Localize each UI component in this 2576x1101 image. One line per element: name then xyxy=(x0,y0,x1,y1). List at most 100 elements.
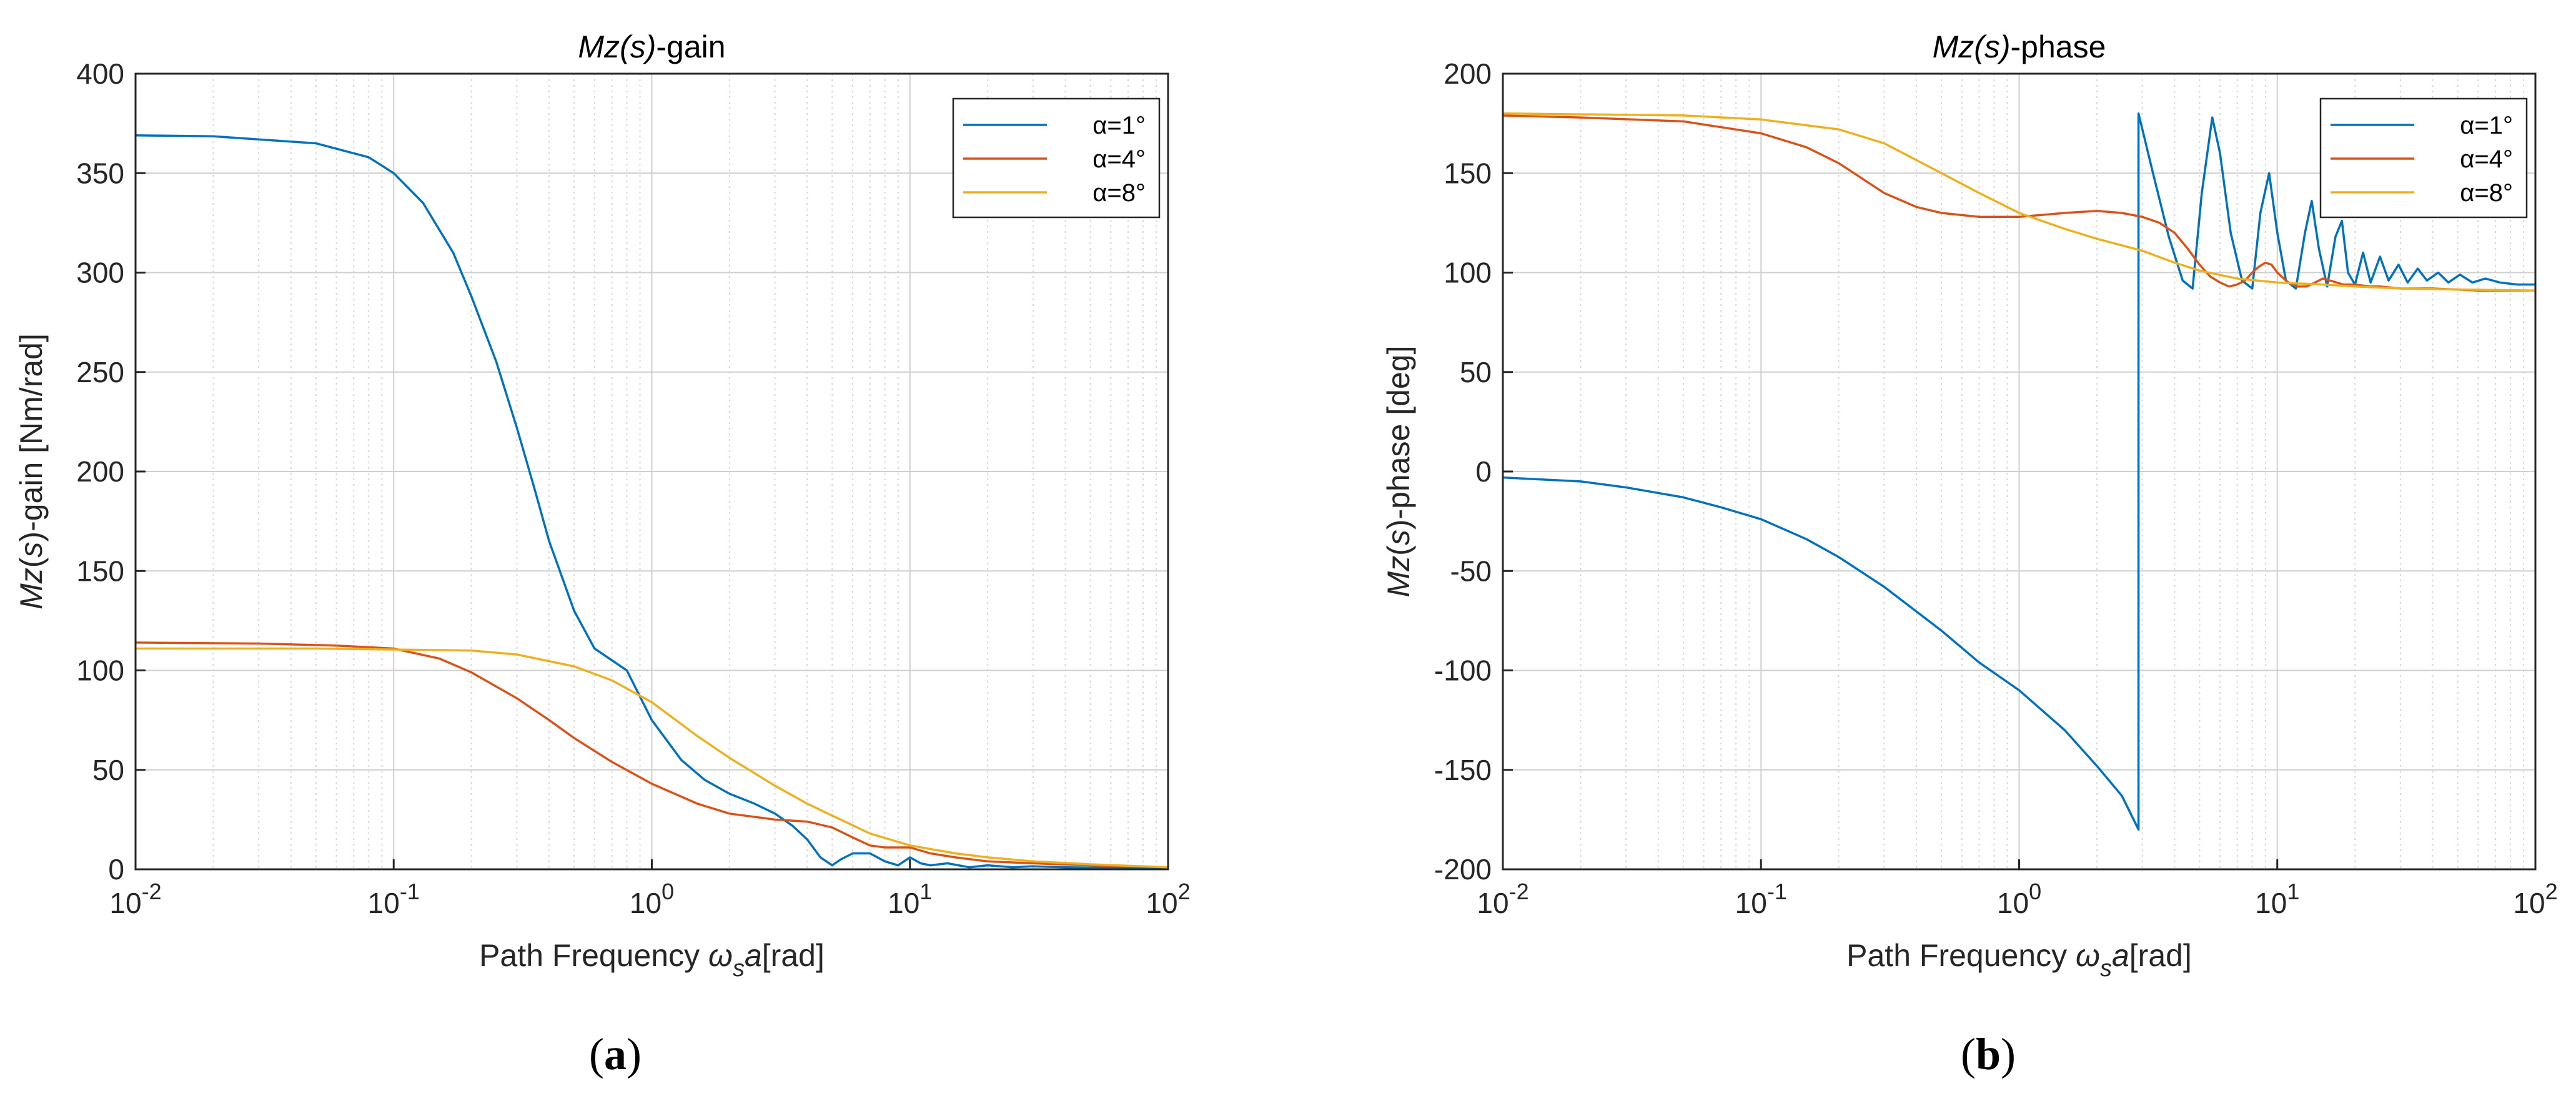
legend: α=1° α=4° α=8° xyxy=(952,97,1161,219)
x-tick-label: 100 xyxy=(630,879,674,919)
legend-entry-2: α=4° xyxy=(1092,146,1146,173)
chart-title-rest: -gain xyxy=(656,29,725,64)
series-line-3 xyxy=(1503,112,2535,292)
y-tick-label: 100 xyxy=(1444,257,1492,289)
x-axis-label-sub: s xyxy=(733,955,745,982)
x-tick-base: 10 xyxy=(888,887,919,919)
x-tick-exponent: -2 xyxy=(142,879,162,904)
y-tick-label: 150 xyxy=(1444,157,1492,189)
chart-title-rest: -phase xyxy=(2011,29,2106,64)
x-tick-base: 10 xyxy=(1997,887,2029,919)
x-tick-exponent: 2 xyxy=(2545,879,2558,904)
y-axis-label-part: ( xyxy=(14,557,49,568)
x-axis-label-omega: ω xyxy=(2076,938,2100,973)
caption-paren: ) xyxy=(627,1029,642,1079)
y-axis-label-part: )-phase [deg] xyxy=(1381,346,1416,530)
caption-paren: ( xyxy=(589,1029,604,1079)
legend-entry-3: α=8° xyxy=(2460,179,2513,207)
series-line-3 xyxy=(136,647,1168,869)
y-tick-label: 50 xyxy=(1460,356,1492,388)
x-tick-base: 10 xyxy=(1146,887,1177,919)
series-line-1 xyxy=(136,134,1168,869)
series-line-1 xyxy=(1503,112,2535,831)
y-tick-label: 50 xyxy=(92,754,124,786)
caption-letter: b xyxy=(1976,1029,2001,1079)
y-axis-label-part: Mz xyxy=(1381,556,1416,598)
x-axis-label-unit: [rad] xyxy=(762,938,825,973)
y-tick-label: 0 xyxy=(108,853,124,886)
x-tick-exponent: 0 xyxy=(661,879,674,904)
x-tick-label: 102 xyxy=(1146,879,1190,919)
y-tick-label: 0 xyxy=(1475,455,1492,488)
chart-title: Mz(s)-phase xyxy=(1933,29,2106,64)
y-tick-label: 350 xyxy=(76,157,124,189)
chart-panel-b: 10-2 10-1 100 101 102-200-150-100-5005010015… xyxy=(1381,29,2558,1079)
y-tick-label: -100 xyxy=(1434,654,1492,687)
legend: α=1° α=4° α=8° xyxy=(2319,97,2528,219)
chart-title: Mz(s)-gain xyxy=(578,29,725,64)
x-axis-label-omega: ω xyxy=(708,938,733,973)
x-tick-label: 10-1 xyxy=(1735,879,1787,919)
y-tick-label: 200 xyxy=(1444,57,1492,90)
panel-caption: (b) xyxy=(1961,1029,2016,1079)
y-axis-label-part: )-gain [Nm/rad] xyxy=(14,333,49,541)
x-tick-label: 10-2 xyxy=(109,879,161,919)
x-tick-base: 10 xyxy=(2255,887,2287,919)
y-tick-label: -150 xyxy=(1434,754,1492,786)
x-axis-label: Path Frequency ωsa[rad] xyxy=(1846,938,2192,982)
caption-paren: ) xyxy=(2001,1029,2016,1079)
x-axis-label-prefix: Path Frequency xyxy=(479,938,708,973)
y-tick-label: 300 xyxy=(76,257,124,289)
x-axis-label-unit: [rad] xyxy=(2129,938,2192,973)
y-tick-label: 250 xyxy=(76,356,124,388)
x-tick-exponent: 0 xyxy=(2029,879,2041,904)
x-tick-base: 10 xyxy=(2513,887,2545,919)
legend-entry-1: α=1° xyxy=(2460,112,2513,139)
x-tick-base: 10 xyxy=(368,887,400,919)
y-axis-label-part: s xyxy=(1381,530,1416,545)
series-line-2 xyxy=(1503,114,2535,292)
x-tick-base: 10 xyxy=(1477,887,1508,919)
x-tick-exponent: -1 xyxy=(400,879,420,904)
legend-entry-3: α=8° xyxy=(1092,179,1146,207)
x-tick-base: 10 xyxy=(1735,887,1767,919)
x-tick-exponent: -2 xyxy=(1509,879,1529,904)
x-tick-exponent: -1 xyxy=(1767,879,1787,904)
x-axis-label: Path Frequency ωsa[rad] xyxy=(479,938,825,982)
x-axis-label-a: a xyxy=(745,938,762,973)
chart-panel-a: 10-2 10-1 100 101 10205010015020025030035040… xyxy=(14,29,1191,1079)
x-tick-label: 101 xyxy=(888,879,932,919)
x-axis-label-sub: s xyxy=(2100,955,2112,982)
x-tick-exponent: 1 xyxy=(2287,879,2299,904)
x-tick-exponent: 2 xyxy=(1178,879,1191,904)
series-group xyxy=(1503,112,2535,831)
x-tick-label: 10-2 xyxy=(1477,879,1528,919)
x-axis-label-prefix: Path Frequency xyxy=(1846,938,2076,973)
x-tick-label: 100 xyxy=(1997,879,2041,919)
y-tick-label: 100 xyxy=(76,654,124,687)
y-tick-label: 400 xyxy=(76,57,124,90)
series-line-2 xyxy=(136,641,1168,869)
caption-letter: a xyxy=(604,1029,627,1079)
chart-title-italic: Mz(s) xyxy=(1933,29,2011,64)
x-tick-label: 102 xyxy=(2513,879,2557,919)
legend-entry-2: α=4° xyxy=(2460,146,2513,173)
y-tick-label: 200 xyxy=(76,455,124,488)
y-tick-label: 150 xyxy=(76,555,124,587)
x-tick-label: 10-1 xyxy=(368,879,420,919)
x-tick-base: 10 xyxy=(630,887,661,919)
series-group xyxy=(136,134,1168,869)
chart-title-italic: Mz(s) xyxy=(578,29,656,64)
y-axis-label-part: s xyxy=(14,542,49,558)
x-axis-label-a: a xyxy=(2112,938,2129,973)
y-axis-label-part: Mz xyxy=(14,568,49,610)
y-axis-label: Mz(s)-phase [deg] xyxy=(1381,346,1416,598)
y-tick-label: -200 xyxy=(1434,853,1492,886)
panel-caption: (a) xyxy=(589,1029,642,1079)
x-tick-exponent: 1 xyxy=(919,879,932,904)
y-axis-label: Mz(s)-gain [Nm/rad] xyxy=(14,333,49,610)
y-axis-label-part: ( xyxy=(1381,545,1416,556)
caption-paren: ( xyxy=(1961,1029,1976,1079)
y-tick-label: -50 xyxy=(1450,555,1492,587)
x-tick-label: 101 xyxy=(2255,879,2299,919)
